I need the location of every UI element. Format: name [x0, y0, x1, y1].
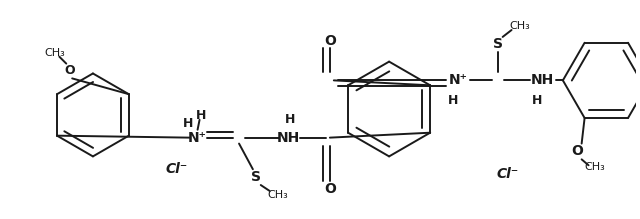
Text: CH₃: CH₃ [509, 21, 530, 31]
Text: CH₃: CH₃ [267, 190, 288, 200]
Text: O: O [324, 182, 336, 196]
Text: H: H [532, 94, 542, 107]
Text: S: S [493, 37, 502, 51]
Text: H: H [285, 113, 296, 126]
Text: O: O [324, 34, 336, 48]
Text: O: O [64, 64, 74, 77]
Text: NH: NH [531, 73, 554, 87]
Text: O: O [571, 145, 582, 159]
Text: Cl⁻: Cl⁻ [166, 162, 188, 176]
Text: CH₃: CH₃ [44, 48, 65, 58]
Text: N⁺: N⁺ [449, 73, 468, 87]
Text: N⁺: N⁺ [188, 131, 207, 145]
Text: Cl⁻: Cl⁻ [497, 167, 518, 181]
Text: H: H [196, 110, 207, 122]
Text: H: H [182, 117, 193, 130]
Text: CH₃: CH₃ [584, 162, 605, 172]
Text: H: H [448, 94, 458, 107]
Text: S: S [251, 170, 261, 184]
Text: NH: NH [276, 131, 300, 145]
